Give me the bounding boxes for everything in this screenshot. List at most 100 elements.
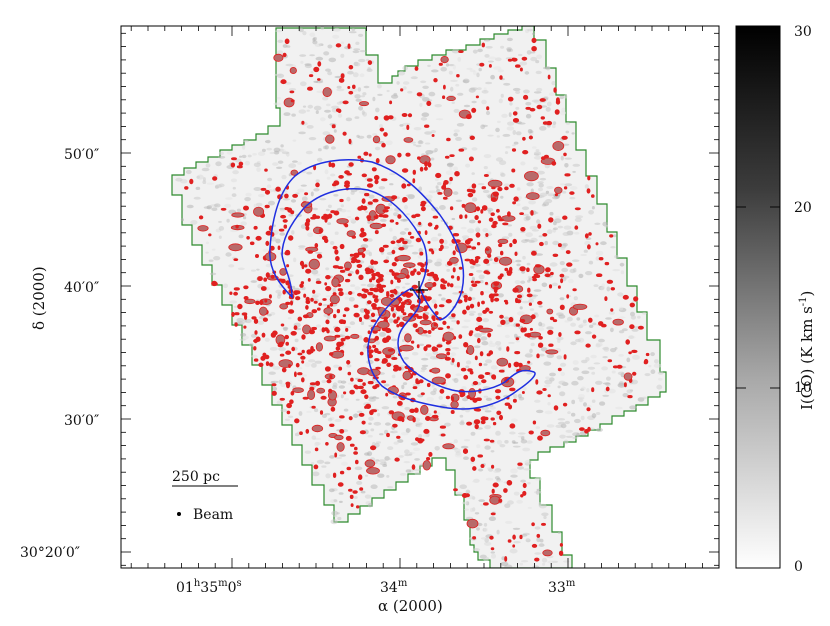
noise-speck bbox=[572, 163, 581, 167]
noise-speck bbox=[612, 234, 617, 238]
emission-clump bbox=[547, 74, 551, 80]
noise-speck bbox=[321, 465, 327, 468]
noise-speck bbox=[505, 146, 511, 149]
noise-speck bbox=[496, 529, 500, 535]
emission-clump bbox=[400, 88, 404, 92]
emission-clump bbox=[604, 261, 610, 266]
emission-clump bbox=[558, 332, 562, 337]
noise-speck bbox=[288, 415, 294, 418]
noise-speck bbox=[482, 124, 488, 127]
emission-clump bbox=[365, 403, 372, 409]
noise-speck bbox=[470, 431, 476, 436]
emission-clump bbox=[469, 303, 475, 309]
noise-speck bbox=[430, 130, 437, 134]
emission-clump bbox=[628, 351, 632, 355]
noise-speck bbox=[558, 314, 566, 319]
emission-clump bbox=[413, 268, 417, 273]
noise-speck bbox=[581, 370, 590, 375]
noise-speck bbox=[418, 343, 425, 346]
noise-speck bbox=[414, 472, 421, 475]
emission-clump bbox=[574, 207, 581, 211]
noise-speck bbox=[492, 261, 499, 265]
noise-speck bbox=[495, 127, 500, 133]
noise-speck bbox=[404, 282, 411, 285]
emission-clump bbox=[586, 407, 591, 412]
emission-clump bbox=[427, 162, 432, 168]
emission-clump bbox=[264, 204, 270, 209]
emission-clump bbox=[366, 300, 372, 305]
emission-clump bbox=[351, 235, 356, 239]
noise-speck bbox=[291, 113, 296, 117]
emission-clump bbox=[373, 174, 380, 181]
noise-speck bbox=[379, 124, 383, 128]
noise-speck bbox=[475, 227, 481, 233]
noise-speck bbox=[533, 155, 542, 160]
noise-speck bbox=[292, 139, 297, 142]
emission-clump bbox=[548, 217, 554, 223]
noise-speck bbox=[297, 188, 305, 193]
emission-clump bbox=[394, 304, 399, 308]
emission-clump bbox=[442, 331, 455, 342]
emission-clump bbox=[412, 178, 416, 184]
noise-speck bbox=[283, 112, 291, 116]
noise-speck bbox=[418, 434, 423, 439]
emission-clump bbox=[526, 267, 530, 273]
emission-clump bbox=[407, 231, 412, 236]
emission-clump bbox=[353, 312, 360, 318]
noise-speck bbox=[478, 67, 482, 72]
noise-speck bbox=[418, 186, 423, 192]
noise-speck bbox=[483, 395, 489, 398]
y-tick-label: 40′0″ bbox=[64, 280, 99, 296]
emission-clump bbox=[370, 409, 377, 413]
emission-clump bbox=[481, 186, 487, 190]
noise-speck bbox=[465, 489, 471, 495]
emission-clump bbox=[509, 183, 515, 188]
emission-clump bbox=[512, 544, 516, 548]
noise-speck bbox=[542, 562, 546, 566]
emission-clump bbox=[497, 186, 503, 192]
noise-speck bbox=[445, 63, 450, 67]
noise-speck bbox=[463, 104, 471, 108]
noise-speck bbox=[559, 95, 565, 100]
emission-clump bbox=[415, 328, 420, 333]
emission-clump bbox=[351, 84, 356, 89]
noise-speck bbox=[287, 317, 292, 320]
noise-speck bbox=[480, 336, 488, 341]
emission-clump bbox=[319, 410, 324, 415]
noise-speck bbox=[393, 212, 399, 217]
emission-clump bbox=[299, 260, 305, 266]
noise-speck bbox=[500, 172, 506, 177]
noise-speck bbox=[355, 62, 361, 67]
noise-speck bbox=[405, 469, 412, 473]
noise-speck bbox=[298, 245, 306, 248]
noise-speck bbox=[337, 113, 343, 118]
noise-speck bbox=[474, 333, 482, 338]
emission-clump bbox=[342, 319, 347, 325]
noise-speck bbox=[588, 210, 594, 215]
emission-clump bbox=[313, 66, 320, 73]
emission-clump bbox=[392, 312, 396, 318]
noise-speck bbox=[431, 299, 437, 304]
emission-clump bbox=[243, 285, 249, 290]
emission-clump bbox=[357, 247, 365, 254]
noise-speck bbox=[631, 328, 639, 332]
noise-speck bbox=[592, 322, 597, 326]
noise-speck bbox=[400, 432, 409, 436]
emission-clump bbox=[466, 344, 475, 355]
emission-clump bbox=[558, 550, 564, 556]
emission-clump bbox=[506, 211, 511, 217]
noise-speck bbox=[362, 346, 368, 352]
emission-clump bbox=[440, 433, 446, 437]
emission-clump bbox=[318, 302, 323, 306]
emission-clump bbox=[492, 421, 497, 426]
emission-clump bbox=[306, 86, 313, 91]
emission-clump bbox=[297, 372, 303, 376]
emission-clump bbox=[458, 50, 464, 53]
emission-clump bbox=[507, 539, 512, 543]
emission-clump bbox=[544, 273, 551, 278]
noise-speck bbox=[280, 144, 284, 148]
emission-clump bbox=[442, 196, 448, 200]
emission-clump bbox=[481, 205, 488, 211]
emission-clump bbox=[394, 457, 400, 462]
